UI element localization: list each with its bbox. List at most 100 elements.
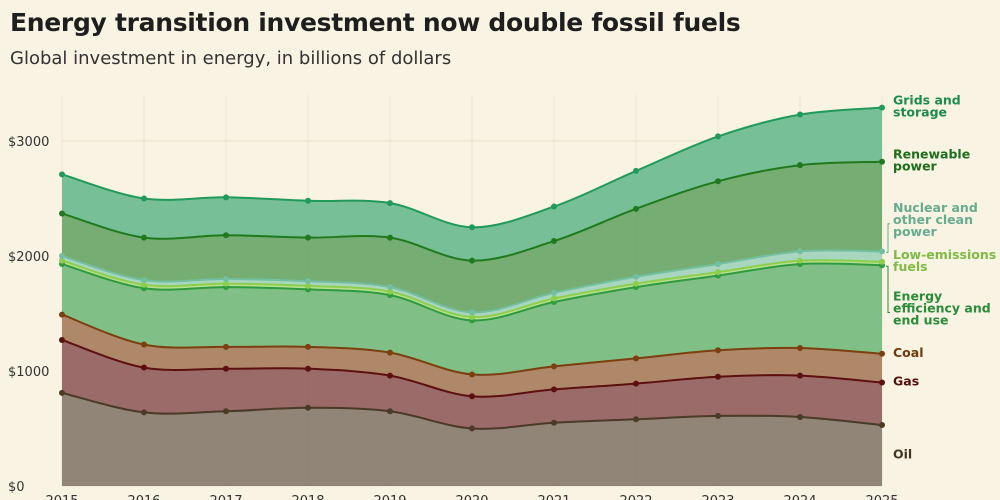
series-label-line: storage bbox=[893, 105, 947, 120]
point-low-emissions-fuels bbox=[551, 295, 557, 302]
series-label-line: power bbox=[893, 224, 938, 239]
series-label-grids-and-storage: Grids and storage bbox=[893, 93, 961, 120]
y-tick-label: $2000 bbox=[8, 250, 49, 265]
point-renewable-power bbox=[715, 178, 721, 185]
point-gas bbox=[551, 386, 557, 393]
point-nuclear-and-other-clean-power bbox=[551, 289, 557, 296]
point-nuclear-and-other-clean-power bbox=[715, 261, 721, 268]
area-oil bbox=[62, 392, 882, 486]
series-label-bracket bbox=[886, 265, 890, 313]
point-gas bbox=[223, 365, 229, 372]
y-tick-label: $1000 bbox=[8, 365, 49, 380]
point-nuclear-and-other-clean-power bbox=[141, 277, 147, 284]
point-nuclear-and-other-clean-power bbox=[305, 278, 311, 285]
series-label-line: Grids and bbox=[893, 93, 961, 108]
x-tick-label: 2020 bbox=[455, 494, 488, 500]
point-gas bbox=[141, 364, 147, 371]
point-renewable-power bbox=[305, 234, 311, 241]
point-grids-and-storage bbox=[305, 197, 311, 204]
point-gas bbox=[879, 379, 885, 386]
series-label-line: Coal bbox=[893, 345, 923, 360]
series-label-line: Low-emissions bbox=[893, 247, 996, 262]
point-low-emissions-fuels bbox=[223, 280, 229, 287]
point-nuclear-and-other-clean-power bbox=[387, 284, 393, 291]
point-gas bbox=[715, 373, 721, 380]
x-tick-label: 2015 bbox=[45, 494, 78, 500]
point-grids-and-storage bbox=[715, 133, 721, 140]
x-tick-label: 2018 bbox=[291, 494, 324, 500]
point-renewable-power bbox=[387, 234, 393, 241]
point-coal bbox=[469, 371, 475, 378]
x-tick-label: 2016 bbox=[127, 494, 160, 500]
series-label-oil: Oil bbox=[893, 447, 912, 462]
point-oil bbox=[633, 416, 639, 423]
point-coal bbox=[715, 347, 721, 354]
series-label-energy-efficiency-and-end-use: Energy efficiency and end use bbox=[893, 288, 991, 327]
chart-title: Energy transition investment now double … bbox=[10, 8, 741, 37]
point-coal bbox=[223, 343, 229, 350]
point-grids-and-storage bbox=[141, 195, 147, 202]
point-coal bbox=[387, 349, 393, 356]
point-renewable-power bbox=[469, 257, 475, 264]
point-low-emissions-fuels bbox=[305, 282, 311, 289]
area-coal bbox=[62, 314, 882, 397]
point-oil bbox=[223, 408, 229, 415]
series-label-line: Oil bbox=[893, 447, 912, 462]
point-coal bbox=[879, 350, 885, 357]
point-nuclear-and-other-clean-power bbox=[59, 253, 65, 259]
point-grids-and-storage bbox=[633, 167, 639, 174]
point-nuclear-and-other-clean-power bbox=[633, 273, 639, 280]
series-label-line: Gas bbox=[893, 374, 919, 389]
point-gas bbox=[797, 372, 803, 379]
point-coal bbox=[59, 311, 65, 318]
series-label-coal: Coal bbox=[893, 345, 923, 360]
series-label-renewable-power: Renewable power bbox=[893, 147, 970, 174]
series-label-line: fuels bbox=[893, 259, 928, 274]
point-low-emissions-fuels bbox=[715, 269, 721, 276]
x-tick-label: 2022 bbox=[619, 494, 652, 500]
point-oil bbox=[387, 408, 393, 415]
point-nuclear-and-other-clean-power bbox=[469, 309, 475, 316]
x-tick-label: 2017 bbox=[209, 494, 242, 500]
series-label-line: other clean bbox=[893, 212, 973, 227]
point-oil bbox=[469, 425, 475, 432]
point-oil bbox=[715, 412, 721, 419]
point-gas bbox=[469, 393, 475, 400]
area-renewable-power bbox=[62, 161, 882, 313]
point-nuclear-and-other-clean-power bbox=[879, 248, 885, 255]
point-grids-and-storage bbox=[797, 111, 803, 118]
series-label-gas: Gas bbox=[893, 374, 919, 389]
point-gas bbox=[305, 365, 311, 372]
series-label-low-emissions-fuels: Low-emissions fuels bbox=[893, 247, 996, 274]
point-coal bbox=[305, 343, 311, 350]
point-grids-and-storage bbox=[223, 194, 229, 201]
point-oil bbox=[797, 414, 803, 420]
series-label-line: power bbox=[893, 159, 938, 174]
point-oil bbox=[879, 422, 885, 429]
x-tick-label: 2021 bbox=[537, 494, 570, 500]
point-gas bbox=[387, 372, 393, 379]
point-grids-and-storage bbox=[387, 200, 393, 207]
series-label-line: Energy bbox=[893, 288, 942, 303]
point-coal bbox=[633, 355, 639, 362]
point-low-emissions-fuels bbox=[797, 257, 803, 264]
point-oil bbox=[59, 389, 65, 396]
point-layer bbox=[59, 104, 885, 432]
point-nuclear-and-other-clean-power bbox=[797, 248, 803, 255]
point-coal bbox=[141, 341, 147, 348]
area-grids-and-storage bbox=[62, 107, 882, 261]
point-coal bbox=[797, 345, 803, 351]
point-renewable-power bbox=[879, 158, 885, 165]
point-coal bbox=[551, 363, 557, 370]
chart-subtitle: Global investment in energy, in billions… bbox=[10, 48, 452, 69]
y-tick-label: $0 bbox=[8, 480, 25, 495]
series-label-line: Nuclear and bbox=[893, 200, 978, 215]
point-gas bbox=[633, 380, 639, 387]
series-label-line: Renewable bbox=[893, 147, 970, 162]
point-oil bbox=[551, 419, 557, 426]
point-grids-and-storage bbox=[551, 203, 557, 210]
point-low-emissions-fuels bbox=[387, 288, 393, 295]
series-label-line: end use bbox=[893, 312, 949, 327]
series-label-bracket bbox=[886, 223, 890, 253]
point-renewable-power bbox=[223, 232, 229, 239]
